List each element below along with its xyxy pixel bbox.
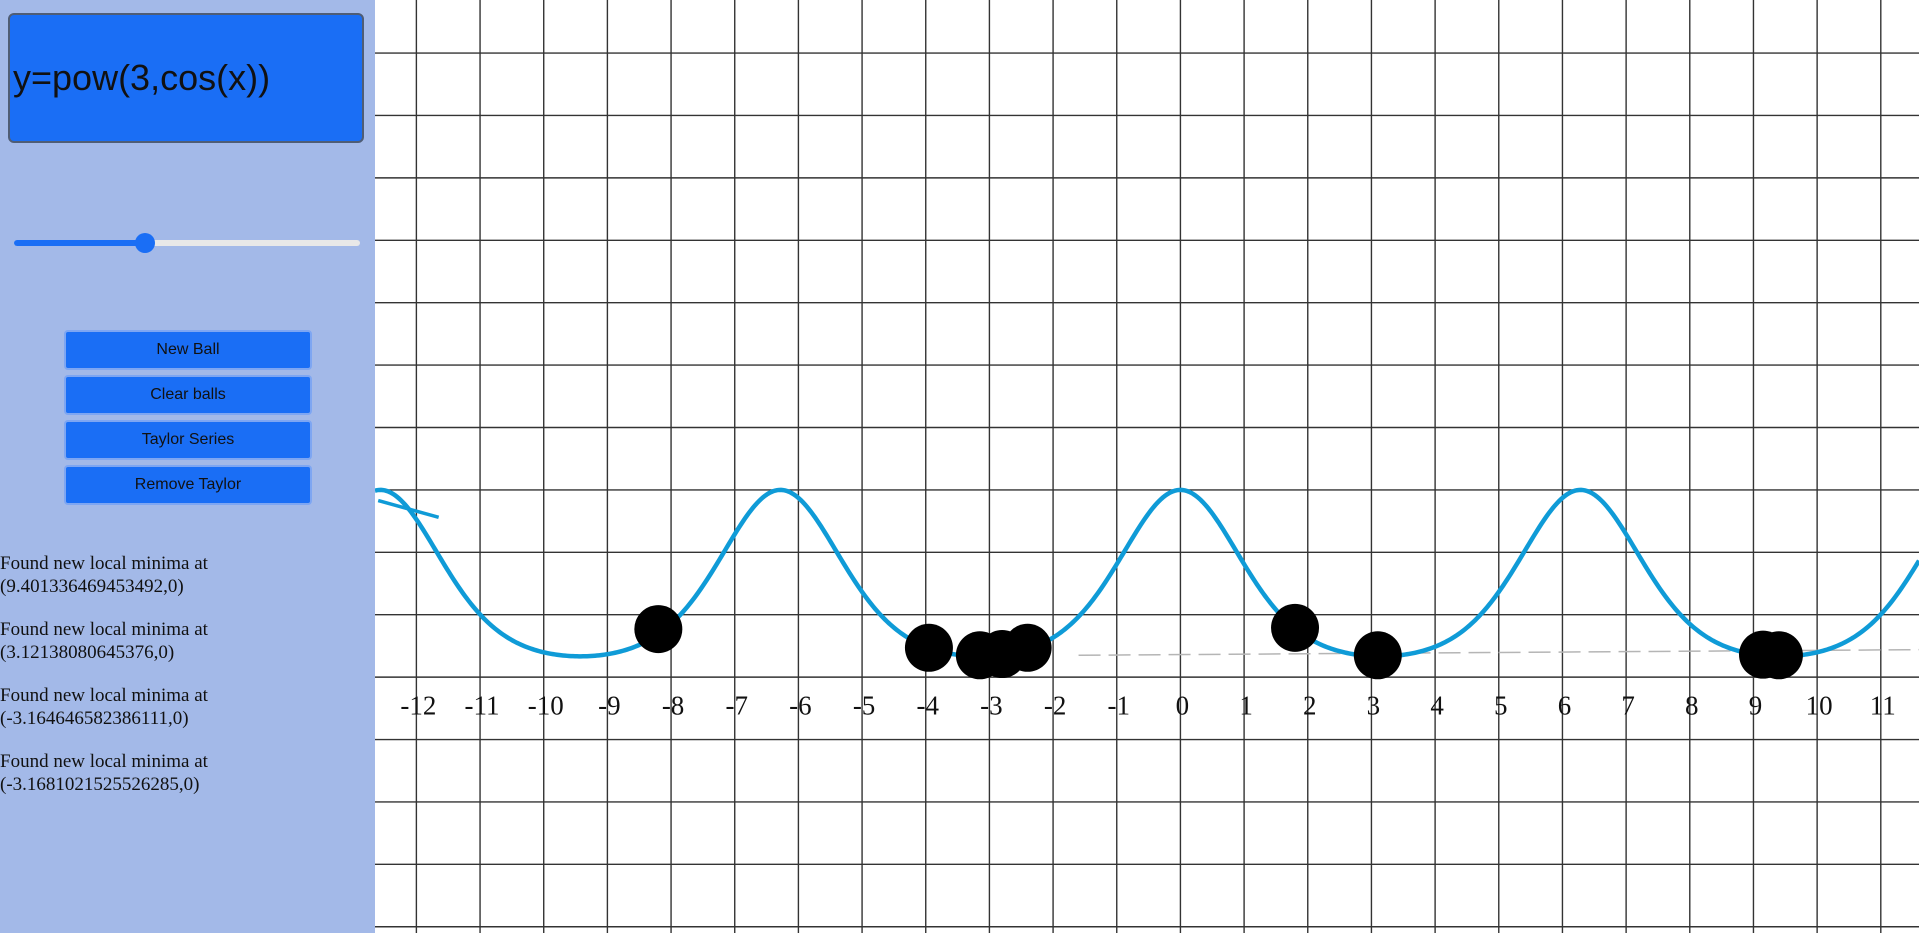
tick-label: -7 <box>725 691 748 721</box>
tick-label: -6 <box>789 691 812 721</box>
minima-log: Found new local minima at (9.40133646945… <box>0 552 370 816</box>
tick-label: -1 <box>1108 691 1131 721</box>
function-curve <box>375 487 1919 659</box>
log-entry-title: Found new local minima at <box>0 685 208 706</box>
tick-label: 8 <box>1685 691 1699 721</box>
tick-label: -12 <box>400 691 436 721</box>
tick-label: -4 <box>916 691 939 721</box>
parameter-slider[interactable] <box>14 232 360 254</box>
log-entry: Found new local minima at (-3.1646465823… <box>0 684 370 730</box>
tick-label: 1 <box>1239 691 1253 721</box>
taylor-series-button[interactable]: Taylor Series <box>64 420 312 460</box>
tick-label: -2 <box>1044 691 1067 721</box>
tick-label: 9 <box>1749 691 1763 721</box>
function-graph[interactable]: -12 -11 -10 -9 -8 -7 -6 -5 -4 -3 -2 -1 0 1 2 3 4 5 6 7 8 9 10 1… <box>375 0 1919 933</box>
tick-label: -10 <box>528 691 564 721</box>
clear-balls-button[interactable]: Clear balls <box>64 375 312 415</box>
ball <box>634 605 683 654</box>
tick-label: -5 <box>853 691 876 721</box>
tick-label: -9 <box>598 691 621 721</box>
tick-label: 3 <box>1367 691 1381 721</box>
tick-label: 5 <box>1494 691 1508 721</box>
tick-label: -8 <box>662 691 685 721</box>
log-entry: Found new local minima at (9.40133646945… <box>0 552 370 598</box>
ball <box>1003 623 1052 672</box>
sidebar: y=pow(3,cos(x)) New Ball Clear balls Tay… <box>0 0 375 933</box>
curve-path <box>375 487 1919 659</box>
ball <box>904 623 953 672</box>
log-entry-title: Found new local minima at <box>0 619 208 640</box>
tick-label: 2 <box>1303 691 1317 721</box>
tick-label: -3 <box>980 691 1003 721</box>
log-entry-title: Found new local minima at <box>0 553 208 574</box>
log-entry-title: Found new local minima at <box>0 751 208 772</box>
tick-label: 6 <box>1558 691 1572 721</box>
slider-track[interactable] <box>14 240 360 246</box>
taylor-fragment <box>377 498 440 520</box>
ball <box>1353 631 1402 680</box>
slider-thumb[interactable] <box>135 233 155 253</box>
tick-label: 4 <box>1430 691 1444 721</box>
remove-taylor-button[interactable]: Remove Taylor <box>64 465 312 505</box>
balls <box>634 603 1803 680</box>
tick-label: 0 <box>1176 691 1190 721</box>
log-entry: Found new local minima at (3.12138080645… <box>0 618 370 664</box>
x-axis-tick-labels: -12 -11 -10 -9 -8 -7 -6 -5 -4 -3 -2 -1 0 1 2 3 4 5 6 7 8 9 10 1… <box>400 691 1895 721</box>
tick-label: 7 <box>1621 691 1635 721</box>
ball <box>1271 603 1320 652</box>
slider-fill <box>14 240 145 246</box>
log-entry-coords: (-3.164646582386111,0) <box>0 708 189 729</box>
log-entry-coords: (-3.1681021525526285,0) <box>0 774 200 795</box>
new-ball-button[interactable]: New Ball <box>64 330 312 370</box>
ball <box>1754 631 1803 680</box>
tick-label: -11 <box>465 691 500 721</box>
grid <box>375 0 1919 933</box>
tick-label: 11 <box>1870 691 1896 721</box>
log-entry: Found new local minima at (-3.1681021525… <box>0 750 370 796</box>
equation-input[interactable]: y=pow(3,cos(x)) <box>8 13 364 143</box>
log-entry-coords: (3.12138080645376,0) <box>0 642 175 663</box>
tick-label: 10 <box>1806 691 1833 721</box>
log-entry-coords: (9.401336469453492,0) <box>0 576 184 597</box>
